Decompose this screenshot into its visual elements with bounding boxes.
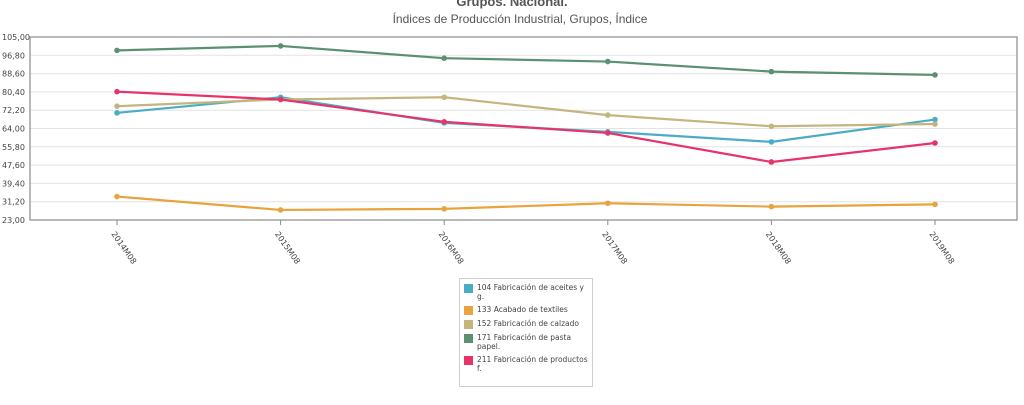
legend-item[interactable]: 133 Acabado de textiles [464, 305, 589, 315]
legend-swatch [464, 356, 473, 365]
x-tick-label: 2014M08 [109, 230, 138, 266]
y-tick-label: 72,20 [2, 106, 25, 115]
y-tick-label: 105,00 [2, 33, 30, 42]
legend-swatch [464, 284, 473, 293]
data-point [605, 58, 611, 65]
data-point [114, 88, 120, 95]
y-tick-label: 23,00 [2, 216, 25, 225]
y-tick-label: 31,20 [2, 198, 25, 207]
data-point [114, 47, 120, 54]
y-tick-label: 80,40 [2, 88, 25, 97]
data-point [932, 116, 938, 123]
legend-label: 211 Fabricación de productos f. [477, 355, 588, 373]
series-line-3 [116, 44, 936, 77]
plot-area-border [29, 36, 1018, 221]
data-point [932, 201, 938, 208]
legend-swatch [464, 320, 473, 329]
y-tick-label: 88,60 [2, 70, 25, 79]
series-line-4 [116, 90, 936, 164]
data-point [441, 206, 448, 212]
data-point [768, 68, 775, 75]
y-tick-label: 55,80 [2, 143, 25, 152]
data-point [441, 55, 448, 62]
legend-item[interactable]: 171 Fabricación de pasta papel. [464, 333, 589, 351]
data-point [277, 96, 284, 103]
chart-title: Grupos. Nacional. [456, 0, 568, 9]
legend-item[interactable]: 104 Fabricación de aceites y g. [464, 283, 589, 301]
legend-item[interactable]: 152 Fabricación de calzado [464, 319, 589, 329]
x-tick-label: 2015M08 [273, 230, 302, 266]
data-point [768, 203, 775, 210]
data-point [605, 200, 611, 207]
chart-legend: 104 Fabricación de aceites y g. 133 Acaba… [459, 278, 593, 387]
series-line-1 [116, 195, 936, 212]
data-point [605, 112, 611, 118]
data-point [605, 130, 611, 136]
x-tick-label: 2017M08 [600, 230, 629, 266]
data-point [277, 207, 284, 213]
data-point [768, 123, 775, 130]
y-tick-label: 47,60 [2, 161, 25, 170]
series-line-0 [116, 96, 936, 143]
y-tick-label: 96,80 [2, 51, 25, 60]
legend-swatch [464, 306, 473, 315]
data-point [277, 43, 284, 49]
data-point [932, 121, 938, 127]
legend-label: 171 Fabricación de pasta papel. [477, 333, 572, 351]
data-point [768, 139, 775, 145]
data-point [932, 72, 938, 78]
legend-label: 152 Fabricación de calzado [477, 319, 579, 328]
data-point [114, 103, 120, 109]
legend-label: 133 Acabado de textiles [477, 305, 568, 314]
legend-label: 104 Fabricación de aceites y g. [477, 283, 584, 301]
x-tick-label: 2019M08 [927, 230, 956, 266]
data-point [114, 193, 120, 200]
legend-item[interactable]: 211 Fabricación de productos f. [464, 355, 589, 373]
series-line-2 [116, 96, 936, 128]
x-tick-label: 2016M08 [437, 230, 466, 266]
y-tick-label: 64,00 [2, 125, 25, 134]
data-point [932, 140, 938, 146]
data-point [441, 94, 448, 101]
x-tick-label: 2018M08 [764, 230, 793, 266]
data-point [768, 159, 775, 165]
chart-subtitle: Índices de Producción Industrial, Grupos… [392, 12, 648, 26]
y-tick-label: 39,40 [2, 179, 25, 188]
data-point [441, 119, 448, 125]
data-point [114, 110, 120, 116]
legend-swatch [464, 334, 473, 343]
